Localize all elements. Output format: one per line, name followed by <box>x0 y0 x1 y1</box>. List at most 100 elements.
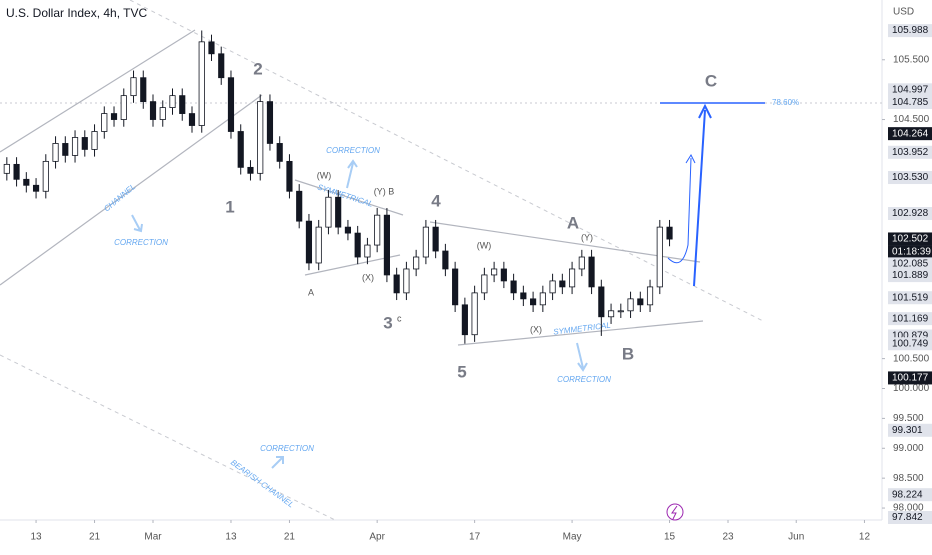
candle-body <box>354 232 361 258</box>
sub-wave-label: (Y) <box>581 232 593 242</box>
candle-body <box>325 196 332 228</box>
hint-arrow <box>576 342 588 372</box>
price-marker-label: 104.785 <box>892 97 929 108</box>
candle-body <box>13 163 20 180</box>
x-tick-label: 13 <box>30 532 42 543</box>
candle-body <box>149 101 157 120</box>
candle-body <box>530 298 537 306</box>
candle-body <box>169 95 176 108</box>
x-tick-label: 21 <box>284 532 296 543</box>
note: CORRECTION <box>260 444 314 453</box>
candle-body <box>549 280 556 294</box>
wave-label: 2 <box>253 59 262 78</box>
candle-body <box>374 214 381 246</box>
candle-body <box>247 166 254 174</box>
y-tick-label: 105.500 <box>893 54 930 65</box>
candle-body <box>413 256 420 270</box>
arrow-head <box>698 103 712 119</box>
candle-body <box>491 268 498 276</box>
note: CORRECTION <box>326 146 380 155</box>
note: CORRECTION <box>114 238 168 247</box>
price-marker <box>888 423 932 437</box>
candle-body <box>598 286 605 318</box>
candle-body <box>403 268 410 294</box>
price-marker-label: 99.301 <box>892 425 923 436</box>
price-marker <box>888 127 932 141</box>
x-tick-label: 23 <box>722 532 734 543</box>
candle-body <box>296 190 303 222</box>
candle-body <box>305 220 313 264</box>
candle-body <box>315 226 322 264</box>
candle-body <box>140 77 147 103</box>
candle-body <box>539 292 546 306</box>
price-marker <box>888 96 932 110</box>
candle-body <box>422 226 429 258</box>
candle-body <box>42 160 49 192</box>
candle-body <box>461 304 468 336</box>
price-marker <box>888 171 932 185</box>
price-marker-label: 104.997 <box>892 84 929 95</box>
candle-body <box>569 268 576 288</box>
wave-label: A <box>567 213 579 232</box>
candle-body <box>208 41 215 55</box>
candle-body <box>666 226 673 240</box>
candle-body <box>32 184 40 192</box>
price-marker-label: 101.889 <box>892 270 929 281</box>
candle-body <box>3 163 10 174</box>
x-tick-label: 17 <box>469 532 481 543</box>
event-icon[interactable] <box>666 503 684 521</box>
candle-body <box>62 143 69 156</box>
hint-arrow <box>271 456 284 469</box>
price-marker-label: 104.264 <box>892 128 929 139</box>
candle-body <box>646 286 654 306</box>
wave-label: 4 <box>431 191 441 210</box>
triangle-upper <box>294 179 404 216</box>
candle-body <box>383 214 390 276</box>
hint-arrow <box>131 214 143 233</box>
candle-body <box>188 113 196 126</box>
candle-body <box>23 178 30 186</box>
price-marker <box>888 488 932 502</box>
projection-thin <box>667 157 692 264</box>
price-marker-label: 103.530 <box>892 172 929 183</box>
sub-wave-label: (X) <box>362 272 374 282</box>
candle-body <box>588 256 595 288</box>
triangle2-lower <box>457 320 704 346</box>
price-marker-label: 102.085 <box>892 259 929 270</box>
wave-label: 3 <box>383 313 392 332</box>
candle-body <box>52 143 59 162</box>
candle-body <box>120 95 127 120</box>
wave-label: B <box>622 344 634 363</box>
candle-body <box>393 274 400 294</box>
countdown: 01:18:39 <box>892 247 931 258</box>
y-tick-label: 104.500 <box>893 114 930 125</box>
price-marker <box>888 83 932 97</box>
candle-body <box>91 131 98 150</box>
hint-arrow <box>346 159 358 189</box>
arrow-head <box>685 153 696 164</box>
price-marker-label: 100.879 <box>892 331 929 342</box>
note: CORRECTION <box>557 375 611 384</box>
candle-body <box>627 298 634 312</box>
price-marker-label: 100.749 <box>892 338 929 349</box>
candle-body <box>617 310 624 313</box>
price-marker-label: 102.502 <box>892 234 929 245</box>
candle-body <box>286 160 293 192</box>
sub-wave-label: (Y) B <box>374 186 395 196</box>
y-tick-label: 99.000 <box>893 443 924 454</box>
triangle2-upper <box>429 221 701 263</box>
candle-body <box>237 131 244 168</box>
candle-body <box>471 292 478 336</box>
currency-label: USD <box>893 7 914 18</box>
price-marker-label: 101.169 <box>892 313 929 324</box>
fib-label: 78.60% <box>772 98 799 107</box>
projection-thick <box>693 109 706 287</box>
price-marker-label: 100.177 <box>892 373 929 384</box>
channel-upper <box>0 29 196 153</box>
candle-body <box>159 107 166 120</box>
y-tick-label: 98.000 <box>893 503 924 514</box>
x-tick-label: 12 <box>859 532 871 543</box>
candle-body <box>578 256 585 270</box>
